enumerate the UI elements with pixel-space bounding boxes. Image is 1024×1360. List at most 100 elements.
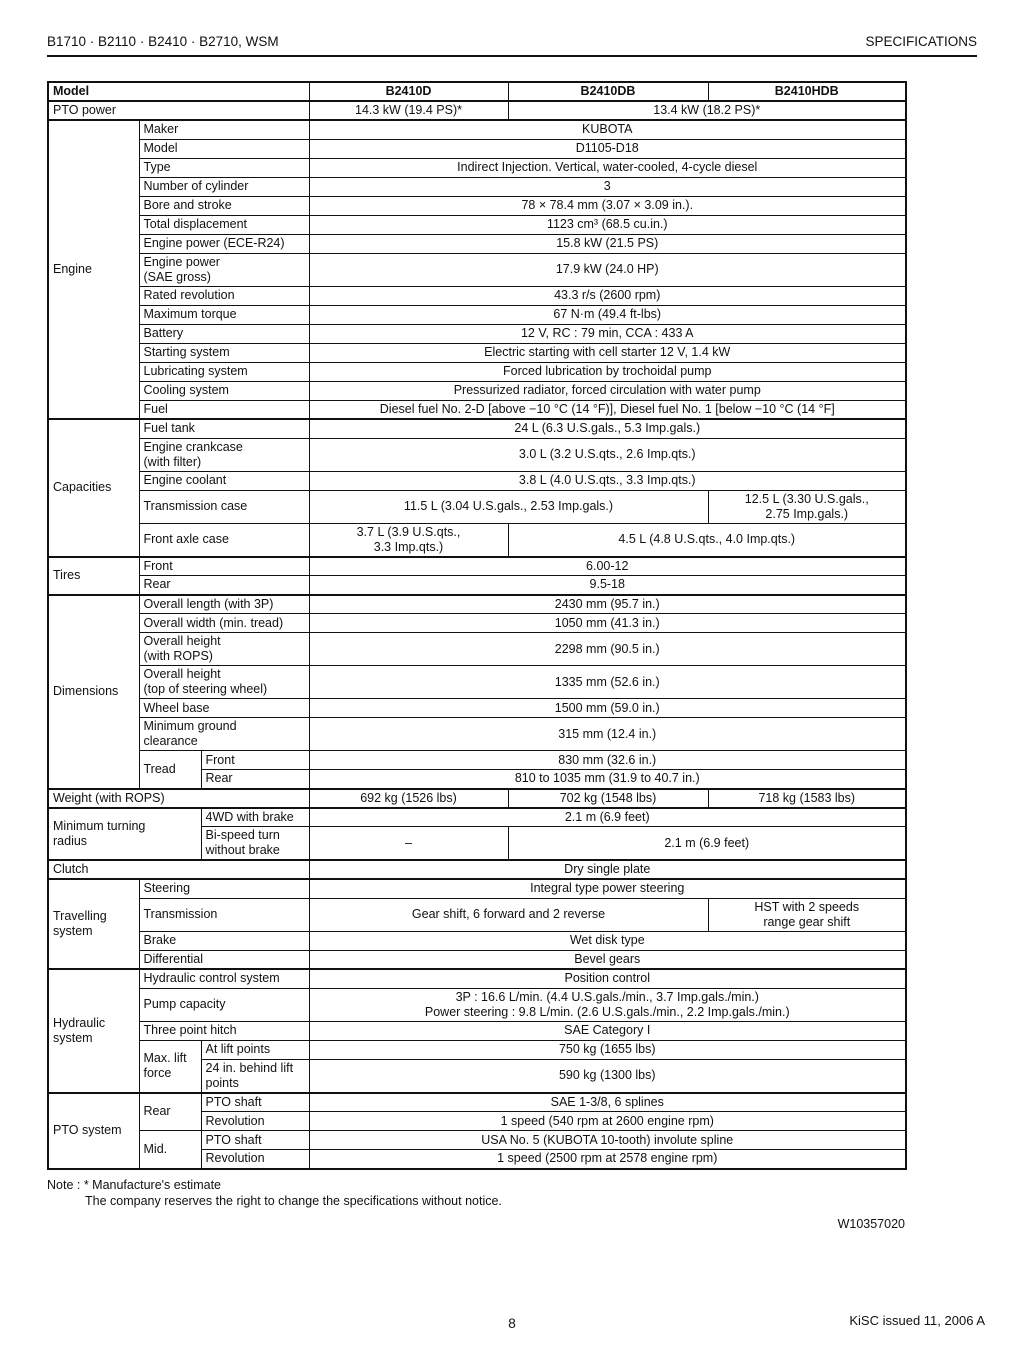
pto-mid-shaft-value: USA No. 5 (KUBOTA 10-tooth) involute spl…	[308, 1130, 907, 1150]
lift-at-points-value: 750 kg (1655 lbs)	[308, 1039, 907, 1060]
transmission-label: Transmission	[138, 897, 310, 932]
overall-length-label: Overall length (with 3P)	[138, 593, 310, 614]
tread-front-value: 830 mm (32.6 in.)	[308, 750, 907, 770]
hydraulic-control-label: Hydraulic control system	[138, 968, 310, 989]
engine-bore-stroke-label: Bore and stroke	[138, 195, 310, 216]
model-b2410d: B2410D	[308, 81, 509, 102]
coolant-label: Engine coolant	[138, 470, 310, 491]
page-number: 8	[508, 1316, 516, 1331]
tread-front-label: Front	[200, 750, 310, 770]
turning-without-brake-label: Bi-speed turn without brake	[200, 826, 310, 861]
section-turning-radius: Minimum turning radius	[47, 806, 202, 861]
overall-height-steering-value: 1335 mm (52.6 in.)	[308, 665, 907, 699]
front-axle-db-hdb: 4.5 L (4.8 U.S.qts., 4.0 Imp.qts.)	[507, 522, 907, 557]
max-lift-force-label: Max. lift force	[138, 1039, 202, 1093]
fuel-tank-value: 24 L (6.3 U.S.gals., 5.3 Imp.gals.)	[308, 418, 907, 439]
turning-without-brake-d: –	[308, 826, 509, 861]
engine-maker-label: Maker	[138, 119, 310, 140]
section-title: SPECIFICATIONS	[865, 34, 977, 49]
brake-value: Wet disk type	[308, 930, 907, 951]
section-capacities: Capacities	[47, 418, 140, 557]
transmission-d-db: Gear shift, 6 forward and 2 reverse	[308, 897, 709, 932]
tires-rear-value: 9.5-18	[308, 575, 907, 595]
note-line-1: Note : * Manufacture's estimate	[47, 1177, 221, 1192]
clutch-label: Clutch	[47, 859, 310, 880]
weight-label: Weight (with ROPS)	[47, 787, 310, 808]
wheel-base-value: 1500 mm (59.0 in.)	[308, 698, 907, 718]
front-axle-label: Front axle case	[138, 522, 310, 557]
coolant-value: 3.8 L (4.0 U.S.qts., 3.3 Imp.qts.)	[308, 470, 907, 491]
model-b2410hdb: B2410HDB	[707, 81, 907, 102]
pto-mid-revolution-value: 1 speed (2500 rpm at 2578 engine rpm)	[308, 1149, 907, 1169]
overall-width-value: 1050 mm (41.3 in.)	[308, 613, 907, 633]
crankcase-label: Engine crankcase (with filter)	[138, 437, 310, 472]
clutch-value: Dry single plate	[308, 859, 907, 880]
transmission-case-hdb: 12.5 L (3.30 U.S.gals., 2.75 Imp.gals.)	[707, 489, 907, 524]
engine-rated-rev-label: Rated revolution	[138, 285, 310, 306]
transmission-hdb: HST with 2 speeds range gear shift	[707, 897, 907, 932]
weight-hdb: 718 kg (1583 lbs)	[707, 787, 907, 808]
weight-d: 692 kg (1526 lbs)	[308, 787, 509, 808]
engine-displacement-label: Total displacement	[138, 214, 310, 235]
note-line-2: The company reserves the right to change…	[85, 1193, 502, 1208]
section-dimensions: Dimensions	[47, 593, 140, 789]
pto-mid-label: Mid.	[138, 1130, 202, 1169]
hydraulic-control-value: Position control	[308, 968, 907, 989]
engine-fuel-label: Fuel	[138, 399, 310, 420]
section-travelling: Travelling system	[47, 878, 140, 970]
differential-value: Bevel gears	[308, 949, 907, 970]
engine-torque-value: 67 N·m (49.4 ft-lbs)	[308, 304, 907, 325]
pto-rear-label: Rear	[138, 1091, 202, 1131]
pto-rear-shaft-value: SAE 1-3/8, 6 splines	[308, 1091, 907, 1112]
differential-label: Differential	[138, 949, 310, 970]
turning-with-brake-value: 2.1 m (6.9 feet)	[308, 806, 907, 827]
engine-starting-value: Electric starting with cell starter 12 V…	[308, 342, 907, 363]
engine-type-label: Type	[138, 157, 310, 178]
page-header: B1710 · B2110 · B2410 · B2710, WSM SPECI…	[47, 34, 977, 57]
fuel-tank-label: Fuel tank	[138, 418, 310, 439]
engine-displacement-value: 1123 cm³ (68.5 cu.in.)	[308, 214, 907, 235]
ground-clearance-label: Minimum ground clearance	[138, 717, 310, 751]
pto-power-label: PTO power	[47, 100, 310, 121]
engine-model-label: Model	[138, 138, 310, 159]
section-pto: PTO system	[47, 1091, 140, 1169]
steering-label: Steering	[138, 878, 310, 899]
manual-title: B1710 · B2110 · B2410 · B2710, WSM	[47, 34, 279, 49]
pto-power-db-hdb: 13.4 kW (18.2 PS)*	[507, 100, 907, 121]
engine-battery-label: Battery	[138, 323, 310, 344]
section-hydraulic: Hydraulic system	[47, 968, 140, 1093]
pump-capacity-label: Pump capacity	[138, 987, 310, 1022]
three-point-hitch-label: Three point hitch	[138, 1020, 310, 1041]
section-engine: Engine	[47, 119, 140, 420]
crankcase-value: 3.0 L (3.2 U.S.qts., 2.6 Imp.qts.)	[308, 437, 907, 472]
engine-power-sae-value: 17.9 kW (24.0 HP)	[308, 252, 907, 287]
document-code: W10357020	[837, 1216, 905, 1231]
engine-lubricating-label: Lubricating system	[138, 361, 310, 382]
overall-width-label: Overall width (min. tread)	[138, 613, 310, 633]
steering-value: Integral type power steering	[308, 878, 907, 899]
wheel-base-label: Wheel base	[138, 698, 310, 718]
tires-front-value: 6.00-12	[308, 555, 907, 576]
engine-maker-value: KUBOTA	[308, 119, 907, 140]
tread-rear-label: Rear	[200, 769, 310, 789]
engine-bore-stroke-value: 78 × 78.4 mm (3.07 × 3.09 in.).	[308, 195, 907, 216]
engine-model-value: D1105-D18	[308, 138, 907, 159]
engine-battery-value: 12 V, RC : 79 min, CCA : 433 A	[308, 323, 907, 344]
engine-rated-rev-value: 43.3 r/s (2600 rpm)	[308, 285, 907, 306]
engine-fuel-value: Diesel fuel No. 2-D [above −10 °C (14 °F…	[308, 399, 907, 420]
engine-starting-label: Starting system	[138, 342, 310, 363]
engine-power-sae-label: Engine power (SAE gross)	[138, 252, 310, 287]
pto-rear-revolution-value: 1 speed (540 rpm at 2600 engine rpm)	[308, 1111, 907, 1131]
overall-length-value: 2430 mm (95.7 in.)	[308, 593, 907, 614]
transmission-case-d-db: 11.5 L (3.04 U.S.gals., 2.53 Imp.gals.)	[308, 489, 709, 524]
model-b2410db: B2410DB	[507, 81, 709, 102]
tread-rear-value: 810 to 1035 mm (31.9 to 40.7 in.)	[308, 769, 907, 789]
pto-mid-shaft-label: PTO shaft	[200, 1130, 310, 1150]
ground-clearance-value: 315 mm (12.4 in.)	[308, 717, 907, 751]
pto-rear-shaft-label: PTO shaft	[200, 1091, 310, 1112]
turning-without-brake-db-hdb: 2.1 m (6.9 feet)	[507, 826, 907, 861]
overall-height-rops-value: 2298 mm (90.5 in.)	[308, 632, 907, 666]
engine-cooling-value: Pressurized radiator, forced circulation…	[308, 380, 907, 401]
overall-height-steering-label: Overall height (top of steering wheel)	[138, 665, 310, 699]
engine-type-value: Indirect Injection. Vertical, water-cool…	[308, 157, 907, 178]
